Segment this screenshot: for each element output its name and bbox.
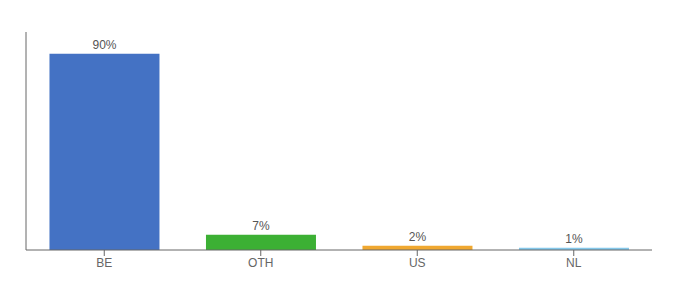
svg-text:NL: NL: [566, 256, 582, 270]
svg-text:2%: 2%: [409, 230, 427, 244]
svg-text:BE: BE: [96, 256, 112, 270]
svg-text:US: US: [409, 256, 426, 270]
svg-text:90%: 90%: [92, 38, 116, 52]
svg-text:1%: 1%: [565, 232, 583, 246]
svg-text:7%: 7%: [252, 219, 270, 233]
svg-text:OTH: OTH: [248, 256, 273, 270]
